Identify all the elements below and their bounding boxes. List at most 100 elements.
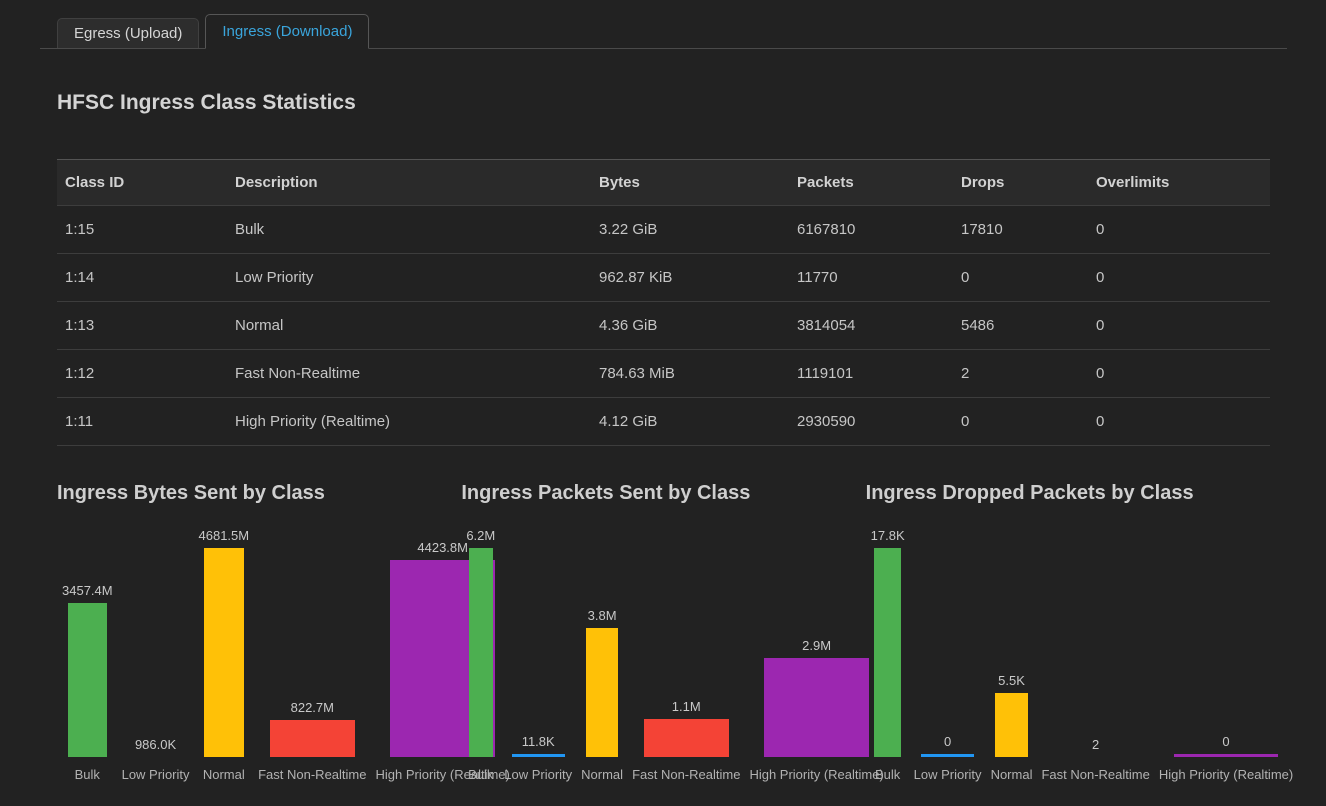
category-label: Fast Non-Realtime <box>632 767 741 782</box>
table-cell: Bulk <box>227 205 591 254</box>
bar <box>874 548 901 757</box>
table-row: 1:13 Normal 4.36 GiB 3814054 5486 0 <box>57 301 1270 350</box>
category-label: Bulk <box>468 767 494 782</box>
table-cell: 2930590 <box>789 397 953 446</box>
table-cell: 0 <box>1088 301 1270 350</box>
table-cell: 0 <box>1088 397 1270 446</box>
chart-column: 6.2M Bulk <box>466 511 495 782</box>
chart-column: 986.0K Low Priority <box>122 511 190 782</box>
table-cell: 17810 <box>953 205 1088 254</box>
category-label: Bulk <box>74 767 100 782</box>
chart-column: 2 Fast Non-Realtime <box>1041 511 1149 782</box>
table-cell: 962.87 KiB <box>591 253 789 302</box>
bar-plot-area: 2 <box>1041 511 1149 757</box>
table-cell: 1:14 <box>57 253 227 302</box>
bar-plot-area: 0 <box>1159 511 1293 757</box>
bar-plot-area: 4681.5M <box>198 511 250 757</box>
chart-ingress-packets: Ingress Packets Sent by Class 6.2M Bulk 11… <box>461 482 883 782</box>
table-cell: 0 <box>953 397 1088 446</box>
category-label: Low Priority <box>913 767 982 782</box>
table-cell: 0 <box>1088 253 1270 302</box>
chart-ingress-dropped: Ingress Dropped Packets by Class 17.8K Bu… <box>865 482 1294 782</box>
class-statistics-table: Class ID Description Bytes Packets Drops… <box>57 159 1270 446</box>
bar <box>585 628 619 757</box>
bar-value-label: 6.2M <box>466 528 496 543</box>
column-header-drops: Drops <box>953 159 1088 206</box>
bar-value-label: 3457.4M <box>62 583 113 598</box>
chart-column: 822.7M Fast Non-Realtime <box>258 511 366 782</box>
chart-column: 0 Low Priority <box>914 511 982 782</box>
bar <box>270 720 355 757</box>
tab-content: HFSC Ingress Class Statistics Class ID D… <box>40 91 1294 782</box>
chart-column: 3457.4M Bulk <box>62 511 113 782</box>
category-label: Normal <box>202 767 245 782</box>
chart-ingress-bytes: Ingress Bytes Sent by Class 3457.4M Bulk 9… <box>57 482 510 782</box>
table-cell: 1119101 <box>789 349 953 398</box>
table-cell: 5486 <box>953 301 1088 350</box>
tab-egress-upload[interactable]: Egress (Upload) <box>57 18 200 48</box>
bar-value-label: 5.5K <box>998 673 1025 688</box>
tab-bar: Egress (Upload) Ingress (Download) <box>40 0 1287 49</box>
bar-plot-area: 5.5K <box>991 511 1033 757</box>
bar-plot-area: 1.1M <box>632 511 740 757</box>
charts-row: Ingress Bytes Sent by Class 3457.4M Bulk 9… <box>57 482 1294 782</box>
bar-plot-area: 17.8K <box>871 511 905 757</box>
chart-column: 3.8M Normal <box>581 511 623 782</box>
column-header-packets: Packets <box>789 159 953 206</box>
chart-column: 4681.5M Normal <box>199 511 250 782</box>
bar <box>995 693 1028 757</box>
bar-plot-area: 0 <box>914 511 982 757</box>
bar-value-label: 17.8K <box>870 528 905 543</box>
chart-column: 0 High Priority (Realtime) <box>1159 511 1293 782</box>
chart-column: 11.8K Low Priority <box>504 511 572 782</box>
chart-column: 2.9M High Priority (Realtime) <box>749 511 883 782</box>
category-label: Fast Non-Realtime <box>258 767 367 782</box>
bar-plot-area: 986.0K <box>122 511 190 757</box>
column-header-overlimits: Overlimits <box>1088 159 1270 206</box>
table-cell: High Priority (Realtime) <box>227 397 591 446</box>
tab-ingress-download[interactable]: Ingress (Download) <box>205 14 370 49</box>
bar <box>511 754 565 757</box>
table-cell: Low Priority <box>227 253 591 302</box>
table-cell: 1:15 <box>57 205 227 254</box>
category-label: Low Priority <box>504 767 573 782</box>
category-label: High Priority (Realtime) <box>1158 767 1294 782</box>
bar <box>764 658 870 757</box>
category-label: Fast Non-Realtime <box>1041 767 1150 782</box>
column-header-bytes: Bytes <box>591 159 789 206</box>
column-header-description: Description <box>227 159 591 206</box>
category-label: High Priority (Realtime) <box>749 767 884 782</box>
bar-value-label: 2 <box>1092 737 1100 752</box>
bar-value-label: 4423.8M <box>417 540 468 555</box>
chart-title: Ingress Bytes Sent by Class <box>57 482 325 504</box>
table-cell: 4.12 GiB <box>591 397 789 446</box>
table-cell: 0 <box>1088 205 1270 254</box>
bar-value-label: 4681.5M <box>198 528 250 543</box>
bar <box>204 548 244 757</box>
table-cell: 0 <box>1088 349 1270 398</box>
bar-plot-area: 2.9M <box>749 511 883 757</box>
bar-value-label: 986.0K <box>134 737 177 752</box>
chart-bars: 17.8K Bulk 0 Low Priority 5.5K Normal 2 Fast No… <box>866 511 1294 782</box>
table-cell: 784.63 MiB <box>591 349 789 398</box>
bar <box>921 754 975 757</box>
bar-plot-area: 3457.4M <box>62 511 113 757</box>
bar-value-label: 0 <box>1222 734 1230 749</box>
chart-title: Ingress Packets Sent by Class <box>461 482 751 504</box>
chart-column: 17.8K Bulk <box>871 511 905 782</box>
table-cell: 11770 <box>789 253 953 302</box>
page-title: HFSC Ingress Class Statistics <box>57 91 356 114</box>
chart-bars: 6.2M Bulk 11.8K Low Priority 3.8M Normal 1.1M F… <box>461 511 883 782</box>
table-row: 1:11 High Priority (Realtime) 4.12 GiB 2930… <box>57 397 1270 446</box>
bar <box>67 603 108 757</box>
bar <box>468 548 493 757</box>
chart-title: Ingress Dropped Packets by Class <box>865 482 1194 504</box>
bar-plot-area: 6.2M <box>466 511 495 757</box>
table-header: Class ID Description Bytes Packets Drops… <box>57 159 1270 206</box>
table-cell: 2 <box>953 349 1088 398</box>
table-cell: 1:11 <box>57 397 227 446</box>
bar <box>643 719 729 757</box>
page: Egress (Upload) Ingress (Download) HFSC … <box>40 0 1294 782</box>
category-label: Low Priority <box>121 767 190 782</box>
bar-value-label: 822.7M <box>290 700 334 715</box>
